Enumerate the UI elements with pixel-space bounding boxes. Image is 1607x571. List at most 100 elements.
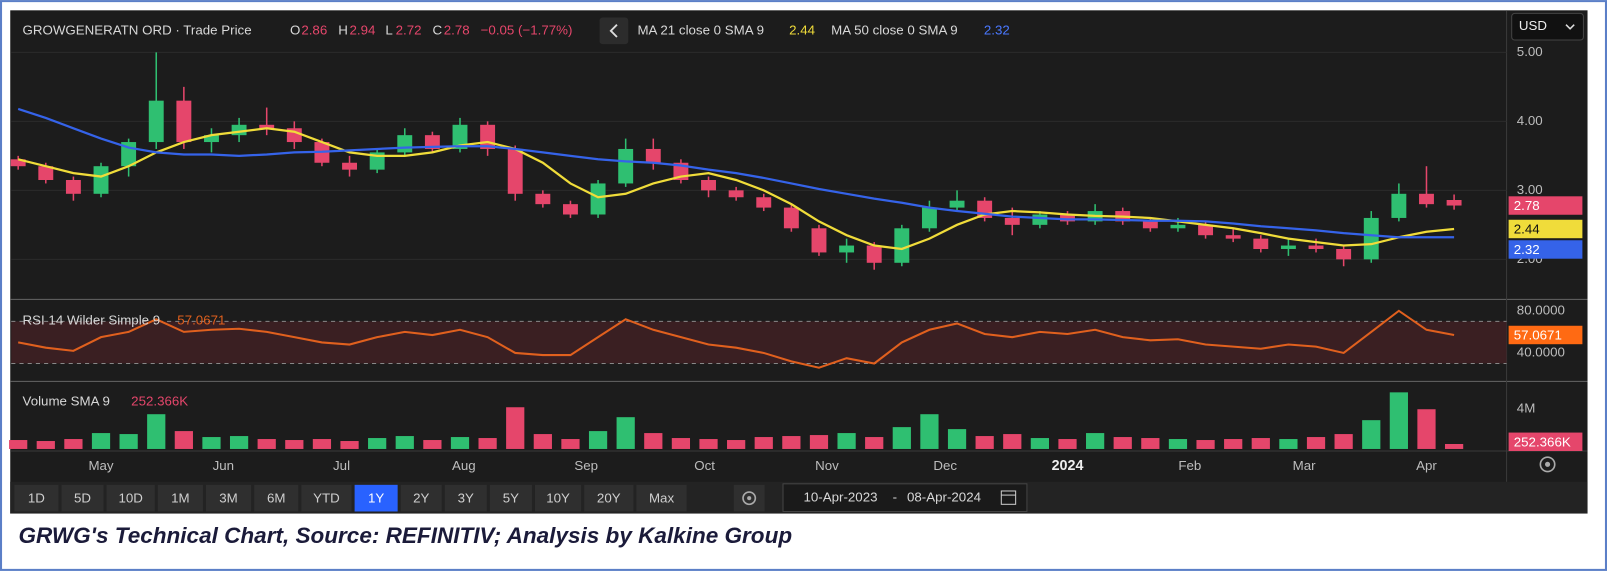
volume-bar bbox=[147, 414, 166, 449]
value-tag-label: 252.366K bbox=[1514, 434, 1571, 449]
range-button[interactable]: Max bbox=[636, 484, 687, 512]
range-button-bg bbox=[205, 484, 252, 512]
range-button-bg bbox=[157, 484, 203, 512]
volume-bar bbox=[727, 440, 746, 449]
volume-bar bbox=[1141, 438, 1160, 449]
volume-bar bbox=[616, 417, 635, 449]
candle-body bbox=[204, 135, 219, 143]
range-button[interactable]: 6M bbox=[254, 484, 299, 512]
gear-button[interactable] bbox=[733, 484, 765, 512]
volume-bar bbox=[865, 437, 884, 449]
settings-icon[interactable] bbox=[1539, 456, 1556, 473]
volume-bar bbox=[1058, 439, 1077, 449]
candle-body bbox=[618, 148, 634, 184]
range-button-bg bbox=[14, 484, 59, 512]
volume-bar bbox=[754, 437, 773, 449]
calendar-icon[interactable] bbox=[1000, 490, 1017, 505]
value-tag-label: 2.78 bbox=[1514, 198, 1540, 213]
volume-bar bbox=[119, 434, 138, 449]
range-button[interactable]: 5Y bbox=[489, 484, 532, 512]
low-value: 2.72 bbox=[396, 22, 422, 37]
candle-body bbox=[38, 166, 54, 181]
range-button-bg bbox=[400, 484, 442, 512]
range-button[interactable]: 1D bbox=[14, 484, 59, 512]
volume-bar bbox=[1444, 444, 1464, 449]
volume-bar bbox=[1251, 438, 1270, 449]
chevron-icon bbox=[609, 24, 618, 38]
volume-bar bbox=[1417, 409, 1436, 449]
value-tag-label: 2.44 bbox=[1514, 222, 1541, 237]
date-range-box[interactable] bbox=[782, 483, 1028, 512]
volume-bar bbox=[809, 435, 829, 449]
candle-body bbox=[10, 159, 26, 167]
range-button-label: 5D bbox=[74, 491, 91, 506]
change: −0.05 (−1.77%) bbox=[481, 22, 573, 37]
volume-bar bbox=[1224, 439, 1243, 449]
volume-bar bbox=[229, 436, 249, 449]
volume-bar bbox=[202, 437, 221, 449]
y-tick-label: 40.0000 bbox=[1517, 344, 1565, 359]
candle-body bbox=[1308, 245, 1324, 249]
high-value: 2.94 bbox=[349, 22, 376, 37]
candle-body bbox=[1142, 221, 1158, 229]
range-button[interactable]: 1Y bbox=[354, 484, 398, 512]
range-button-label: Max bbox=[649, 491, 674, 506]
rsi-title: RSI 14 Wilder Simple 9 bbox=[23, 312, 161, 327]
open-value: 2.86 bbox=[301, 22, 327, 37]
candle-body bbox=[535, 193, 551, 205]
gear-ring bbox=[1539, 456, 1556, 473]
range-button-bg bbox=[354, 484, 398, 512]
range-button[interactable]: 3M bbox=[205, 484, 252, 512]
candle-body bbox=[1225, 235, 1241, 239]
candle-body bbox=[1198, 224, 1214, 236]
range-button[interactable]: 1M bbox=[157, 484, 203, 512]
collapse-button[interactable] bbox=[599, 17, 629, 45]
volume-bar bbox=[1279, 439, 1298, 449]
candle-body bbox=[562, 204, 578, 215]
gear-ring bbox=[742, 491, 757, 506]
candle-body bbox=[866, 245, 882, 263]
range-button[interactable]: 20Y bbox=[584, 484, 634, 512]
candle-body bbox=[701, 180, 716, 191]
volume-bar bbox=[340, 441, 359, 449]
volume-bar bbox=[892, 427, 911, 449]
range-button[interactable]: 5D bbox=[61, 484, 104, 512]
volume-bar bbox=[423, 440, 442, 449]
range-button[interactable]: YTD bbox=[301, 484, 352, 512]
candle-body bbox=[1032, 214, 1048, 225]
range-button-bg bbox=[534, 484, 582, 512]
value-tag bbox=[1508, 219, 1583, 239]
candle-body bbox=[1060, 214, 1075, 222]
volume-bar bbox=[368, 438, 387, 449]
volume-bar bbox=[64, 439, 83, 449]
range-button-label: 2Y bbox=[413, 491, 429, 506]
candle-body bbox=[1363, 217, 1379, 260]
range-button[interactable]: 3Y bbox=[444, 484, 487, 512]
date-separator: - bbox=[893, 490, 897, 505]
y-tick-label: 3.00 bbox=[1517, 182, 1543, 197]
y-tick-label: 5.00 bbox=[1517, 44, 1543, 59]
ohlc-letter: H bbox=[338, 22, 348, 37]
currency-select[interactable] bbox=[1511, 12, 1584, 41]
value-tag bbox=[1508, 240, 1583, 259]
volume-bar bbox=[312, 439, 332, 449]
candle-body bbox=[921, 207, 937, 229]
range-button[interactable]: 2Y bbox=[400, 484, 442, 512]
x-tick-label: Aug bbox=[452, 458, 476, 473]
candle-body bbox=[1004, 217, 1020, 225]
range-button[interactable]: 10Y bbox=[534, 484, 582, 512]
candle-body bbox=[231, 124, 247, 136]
range-button-label: 6M bbox=[267, 491, 286, 506]
range-button[interactable]: 10D bbox=[106, 484, 155, 512]
candle-body bbox=[783, 207, 799, 229]
volume-sma: 252.366K bbox=[131, 393, 188, 408]
volume-bar bbox=[1334, 434, 1353, 449]
candle-body bbox=[590, 183, 606, 215]
candle-body bbox=[645, 148, 661, 163]
volume-bar bbox=[1113, 437, 1132, 449]
candle-body bbox=[1419, 193, 1434, 205]
volume-bar bbox=[1168, 439, 1188, 449]
range-button-label: 10D bbox=[118, 491, 142, 506]
range-button-bg bbox=[489, 484, 532, 512]
range-button-label: 3M bbox=[219, 491, 238, 506]
